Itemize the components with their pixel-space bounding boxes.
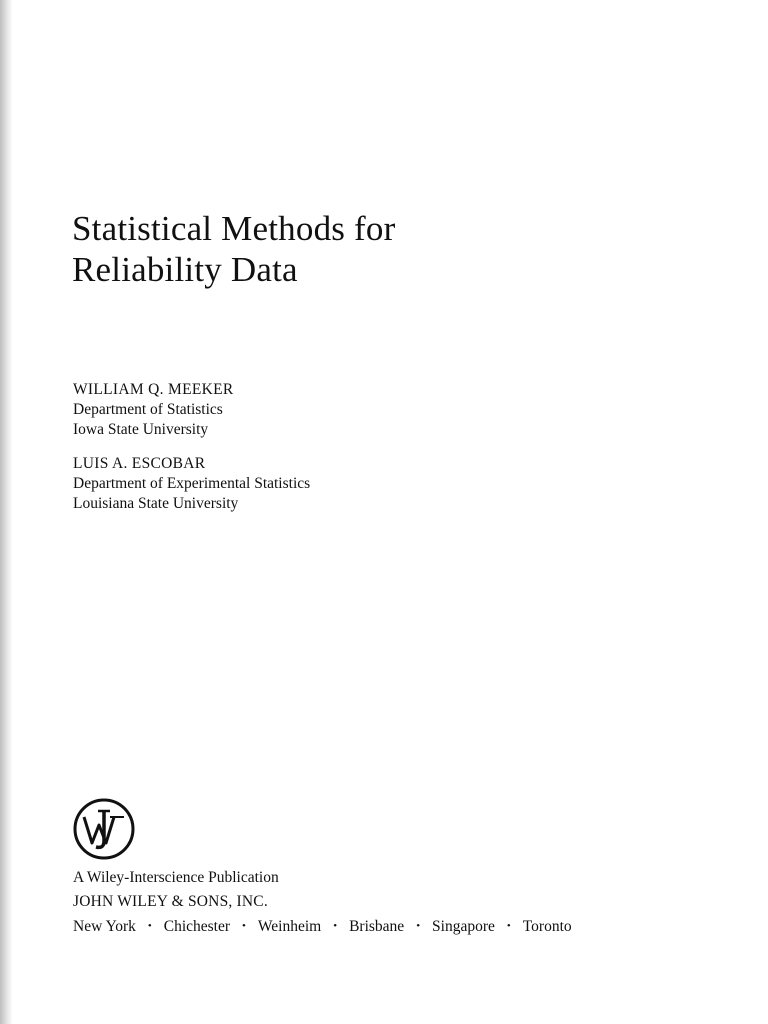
publisher-logo [73,798,135,860]
imprint: A Wiley-Interscience Publication [73,869,279,886]
affiliation: Department of Statistics [73,401,223,418]
city: Weinheim [257,918,322,935]
affiliation: Louisiana State University [73,495,239,512]
city: Toronto [522,918,572,935]
author: WILLIAM Q. MEEKER Department of Statisti… [73,380,234,440]
city: New York [73,918,136,935]
book-title: Statistical Methods for Reliability Data [72,208,395,290]
city: Brisbane [349,918,405,935]
author-name: WILLIAM Q. MEEKER [73,381,234,398]
separator: • [333,920,338,932]
author: LUIS A. ESCOBAR Department of Experiment… [73,454,310,514]
affiliation: Iowa State University [73,421,209,438]
separator: • [416,920,421,932]
separator: • [506,920,511,932]
page-edge-shadow [0,0,12,1024]
city: Singapore [432,918,495,935]
separator: • [242,920,246,932]
city-list: New York • Chichester • Weinheim • Brisbane • Si… [73,918,572,936]
title-line: Reliability Data [72,250,298,289]
author-name: LUIS A. ESCOBAR [73,455,206,472]
affiliation: Department of Experimental Statistics [73,475,311,492]
separator: • [147,920,152,932]
publisher-name: JOHN WILEY & SONS, INC. [73,893,268,910]
city: Chichester [163,918,231,935]
title-line: Statistical Methods for [72,209,396,248]
